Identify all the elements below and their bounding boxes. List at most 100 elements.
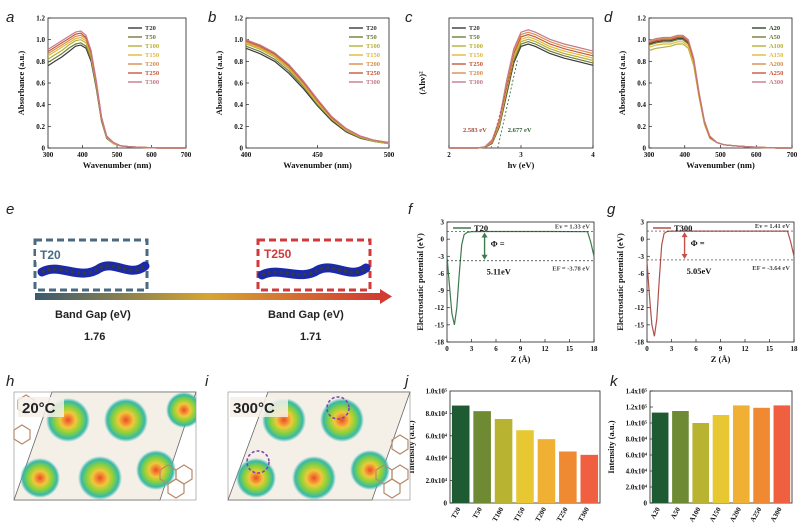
series-line-t300 <box>47 30 186 149</box>
x-tick-label: 500 <box>112 151 123 159</box>
y-axis-label: Intensity (a.u.) <box>606 420 616 473</box>
y-tick-label: 8.0x10⁴ <box>626 436 648 444</box>
x-tick-label: 2 <box>447 151 451 159</box>
bar-t300 <box>580 454 599 503</box>
legend-label-t50: T50 <box>145 34 156 41</box>
series-line-t100 <box>47 39 186 149</box>
phi-label: Φ = <box>491 239 505 249</box>
y-tick-label: 0 <box>444 500 448 508</box>
y-axis-label: Electrostatic potential (eV) <box>615 233 625 331</box>
chart-g-electrostatic-potential: 0 3 6 9 12 15 18 3 0 -3 -6 -9 -12 -15 -18 Z (Å) Electros… <box>615 219 798 365</box>
phi-arrow-head-bottom <box>681 253 688 259</box>
y-tick-label: 0.6 <box>36 80 45 88</box>
plot-frame <box>47 17 187 149</box>
legend-label-t150: T150 <box>469 52 483 59</box>
panel-letter-j: j <box>403 373 409 390</box>
y-tick-label: 1.2 <box>637 15 646 23</box>
legend-label-t100: T100 <box>469 43 483 50</box>
bar-t200 <box>537 439 556 503</box>
chart-b-absorbance-zoom: 400 450 500 0 0.2 0.4 0.6 0.8 1.0 1.2 Wavenumber (… <box>214 15 395 171</box>
y-tick-label-top: 1.0x10⁵ <box>426 388 447 396</box>
y-tick-label: -15 <box>435 321 445 329</box>
vacuum-level-label: Ev = 1.41 eV <box>755 223 790 230</box>
x-category-label-t100: T100 <box>491 506 506 524</box>
vacuum-level-label: Ev = 1.33 eV <box>555 224 590 231</box>
legend-label-t150: T150 <box>145 52 159 59</box>
y-tick-label: -9 <box>638 287 644 295</box>
y-tick-label: 0 <box>441 236 445 244</box>
series-line-a100 <box>648 43 792 149</box>
panel-letter-g: g <box>607 201 616 218</box>
y-tick-label: 1.0 <box>637 36 646 44</box>
x-category-label-a200: A200 <box>728 506 743 524</box>
x-category-label-a20: A20 <box>649 506 662 521</box>
chart-d-absorbance: 300 400 500 600 700 0 0.2 0.4 0.6 0.8 1.0 1.2 Wavenu… <box>617 15 798 171</box>
series-line-t50 <box>245 45 390 145</box>
x-axis-label: Wavenumber (nm) <box>283 160 352 170</box>
x-tick-label: 6 <box>694 345 698 353</box>
x-axis-label: Z (Å) <box>511 354 531 364</box>
y-tick-label: 0.4 <box>637 101 646 109</box>
x-category-label-t250: T250 <box>555 506 570 524</box>
bar-a200 <box>732 405 750 503</box>
t250-label: T250 <box>264 247 292 261</box>
legend-label-a50: A50 <box>769 34 780 41</box>
x-tick-label: 600 <box>751 151 762 159</box>
gradient-arrow-head <box>380 289 392 304</box>
y-tick-label: 1.0x10⁵ <box>626 420 647 428</box>
y-axis-label: (Ahv)² <box>417 71 427 95</box>
x-category-label-t300: T300 <box>577 506 592 524</box>
x-category-label-t50: T50 <box>471 506 484 521</box>
y-tick-label: -6 <box>438 270 444 278</box>
x-tick-label: 500 <box>384 151 395 159</box>
y-tick-label: 4.0x10⁴ <box>626 468 648 476</box>
band-gap-value-right: 1.71 <box>300 331 321 343</box>
band-gap-value-left: 1.76 <box>84 331 105 343</box>
y-axis-label: Intensity (a.u.) <box>406 420 416 473</box>
y-tick-label: 0.6 <box>234 80 243 88</box>
y-tick-label: -12 <box>435 304 445 312</box>
y-tick-label: 0 <box>644 500 648 508</box>
series-line-a300 <box>648 34 792 149</box>
bar-a50 <box>672 411 689 503</box>
y-tick-label: 0.2 <box>234 123 243 131</box>
panel-i-density-map: 300°C <box>227 391 411 501</box>
legend-label: T20 <box>474 223 488 233</box>
y-tick-label: 0.2 <box>36 123 45 131</box>
legend-label-a250: A250 <box>769 70 783 77</box>
bar-t250 <box>559 451 577 503</box>
bar-a250 <box>753 407 770 503</box>
chart-a-absorbance: 300 400 500 600 700 0 0.2 0.4 0.6 0.8 1.0 1.2 Wavenu… <box>16 15 192 171</box>
x-tick-label: 9 <box>719 345 723 353</box>
legend-label-t200: T200 <box>366 61 380 68</box>
series-line-t20 <box>47 44 186 149</box>
x-tick-label: 450 <box>312 151 323 159</box>
legend-label-t20: T20 <box>145 25 156 32</box>
x-category-label-t20: T20 <box>450 506 463 521</box>
y-tick-label: -12 <box>635 304 645 312</box>
panel-letter-c: c <box>405 9 413 26</box>
x-tick-label: 9 <box>519 345 523 353</box>
x-tick-label: 4 <box>591 151 595 159</box>
bar-a150 <box>712 415 730 503</box>
panel-letter-d: d <box>604 9 613 26</box>
defect-circle-top <box>326 396 350 420</box>
x-tick-label: 0 <box>645 345 649 353</box>
y-tick-label: 3 <box>441 219 445 227</box>
legend-label-t50: T50 <box>366 34 377 41</box>
legend-label-t250: T250 <box>469 61 483 68</box>
x-tick-label: 500 <box>715 151 726 159</box>
plot-frame <box>646 221 795 343</box>
legend-label-t300: T300 <box>366 79 380 86</box>
y-tick-label: 4.0x10⁴ <box>426 455 448 463</box>
chart-f-electrostatic-potential: 0 3 6 9 12 15 18 3 0 -3 -6 -9 -12 -15 -18 Z (Å) Electros… <box>415 219 598 365</box>
y-tick-label: 1.0 <box>234 36 243 44</box>
fermi-level-label: EF = -3.64 eV <box>752 265 790 272</box>
t250-dashed-box <box>256 238 372 292</box>
bar-a100 <box>692 423 710 503</box>
series-line-t250 <box>47 32 186 149</box>
y-tick-label: 1.4x10⁵ <box>626 388 647 396</box>
x-tick-label: 6 <box>494 345 498 353</box>
gradient-arrow-bar <box>35 293 380 300</box>
x-tick-label: 300 <box>43 151 54 159</box>
